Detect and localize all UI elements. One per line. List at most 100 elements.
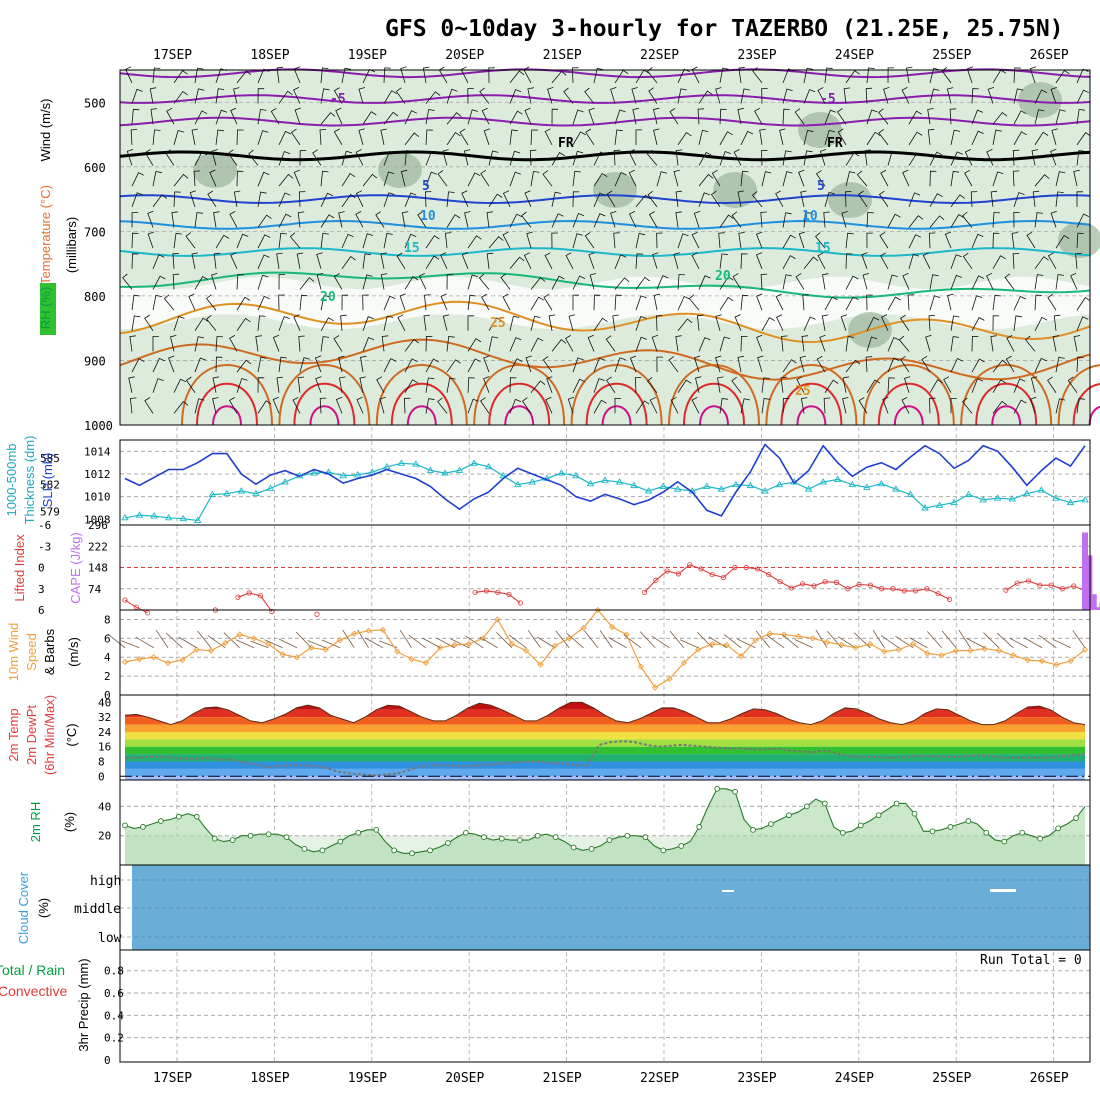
- wind-speed-point: [207, 647, 215, 654]
- surface-temp-contour: [862, 364, 955, 426]
- wind-barb: [803, 316, 816, 331]
- wind-barb: [635, 336, 647, 352]
- wind-barb: [824, 296, 838, 311]
- wind-barb: [880, 252, 889, 269]
- wind-barb: [677, 295, 690, 311]
- wind-barb: [488, 67, 495, 83]
- wind-barb: [166, 107, 175, 125]
- thickness-point: [717, 485, 726, 492]
- wind-barb: [270, 107, 280, 125]
- wind-barb: [613, 232, 620, 249]
- wind-speed-point: [250, 635, 258, 642]
- wind-barb: [509, 150, 521, 166]
- wind-barb: [257, 88, 265, 104]
- rh-high-area: [378, 152, 422, 188]
- surface-temp-contour: [570, 364, 663, 426]
- wind-barb: [656, 171, 668, 187]
- surface-temp-contour: [1057, 364, 1100, 426]
- wind-barb: [1047, 252, 1057, 269]
- wind-barb: [536, 636, 556, 649]
- wind-barb: [782, 150, 792, 166]
- wind-barb: [836, 108, 847, 125]
- wind-barb: [294, 107, 301, 125]
- date-label-top: 17SEP: [153, 48, 192, 63]
- wind-barb: [589, 273, 597, 290]
- wind-barb: [129, 335, 136, 352]
- pressure-tick-label: 700: [84, 225, 106, 239]
- wind-barb: [446, 274, 454, 290]
- wind-barb: [299, 277, 315, 290]
- wind-barb: [670, 396, 679, 414]
- wind-barb: [131, 253, 139, 269]
- wind-barb: [677, 274, 686, 290]
- wind-barb: [257, 108, 267, 125]
- wind-barb: [278, 316, 290, 331]
- wind-barb: [943, 376, 952, 393]
- wind-barb: [193, 170, 201, 187]
- dry-band: [120, 276, 1090, 330]
- wind-barb: [628, 149, 637, 166]
- thickness-point: [906, 490, 915, 498]
- wind-barb: [907, 294, 915, 311]
- wind-barb: [947, 293, 954, 311]
- lifted-index-point: [946, 596, 953, 602]
- wind-barb: [257, 254, 270, 269]
- wind-barb: [572, 109, 584, 125]
- surface-temp-contour: [991, 405, 1022, 426]
- wind-barb: [964, 169, 973, 187]
- wind-barb: [801, 335, 808, 352]
- wind-speed-point: [1053, 661, 1060, 668]
- wind-barb: [362, 233, 374, 249]
- surface-temp-contour: [1072, 383, 1100, 426]
- wind-barb: [209, 169, 217, 187]
- wind-barb: [927, 108, 934, 125]
- wind-barb: [950, 194, 965, 208]
- rh-point: [1019, 829, 1026, 836]
- wind-barb: [1076, 356, 1084, 373]
- wind-barb: [962, 397, 973, 414]
- wind-barb: [731, 376, 742, 393]
- wind-barb: [992, 400, 1008, 414]
- wind-barb: [292, 396, 301, 414]
- wind-barb: [496, 632, 513, 649]
- cloud-level-label: middle: [74, 902, 121, 917]
- wind-barb: [887, 357, 900, 373]
- wind-barb: [819, 149, 827, 166]
- wind-barb: [572, 170, 581, 187]
- wind-barb: [780, 376, 787, 393]
- wind-barb: [215, 88, 225, 104]
- wind-barb: [761, 398, 770, 414]
- wind-barb: [842, 397, 849, 414]
- wind-barb: [845, 296, 859, 311]
- wind-barb: [278, 274, 286, 290]
- wind-barb: [425, 398, 435, 414]
- rh-high-area: [593, 172, 637, 208]
- date-label-top: 23SEP: [737, 48, 776, 63]
- wind-barb: [230, 252, 238, 269]
- wind-barb: [878, 190, 889, 208]
- surface-temp-contour: [877, 382, 940, 426]
- wind-barb: [362, 111, 377, 125]
- wind-barb: [740, 253, 748, 269]
- wind-barb: [635, 276, 650, 290]
- wind-barb: [845, 359, 861, 373]
- wind-barb: [297, 211, 305, 228]
- wind-barb: [635, 295, 647, 311]
- wind-barb: [677, 379, 692, 393]
- wind-barb: [461, 252, 469, 269]
- wind-barb: [593, 151, 607, 166]
- wind-barb: [711, 169, 721, 187]
- surface-temp-contour: [765, 364, 858, 426]
- wind-barb: [610, 211, 617, 228]
- wind-barb: [551, 339, 567, 352]
- thickness-point: [848, 480, 857, 488]
- wind-barb: [464, 211, 471, 228]
- wind-barb: [864, 149, 871, 166]
- contour-label: FR: [827, 136, 843, 151]
- wind-barb: [802, 294, 809, 311]
- wind-barb: [698, 173, 714, 187]
- wind-barb: [1055, 109, 1066, 125]
- wind-barb: [964, 149, 973, 166]
- wind-barb: [971, 233, 984, 249]
- wind-barb: [255, 335, 262, 352]
